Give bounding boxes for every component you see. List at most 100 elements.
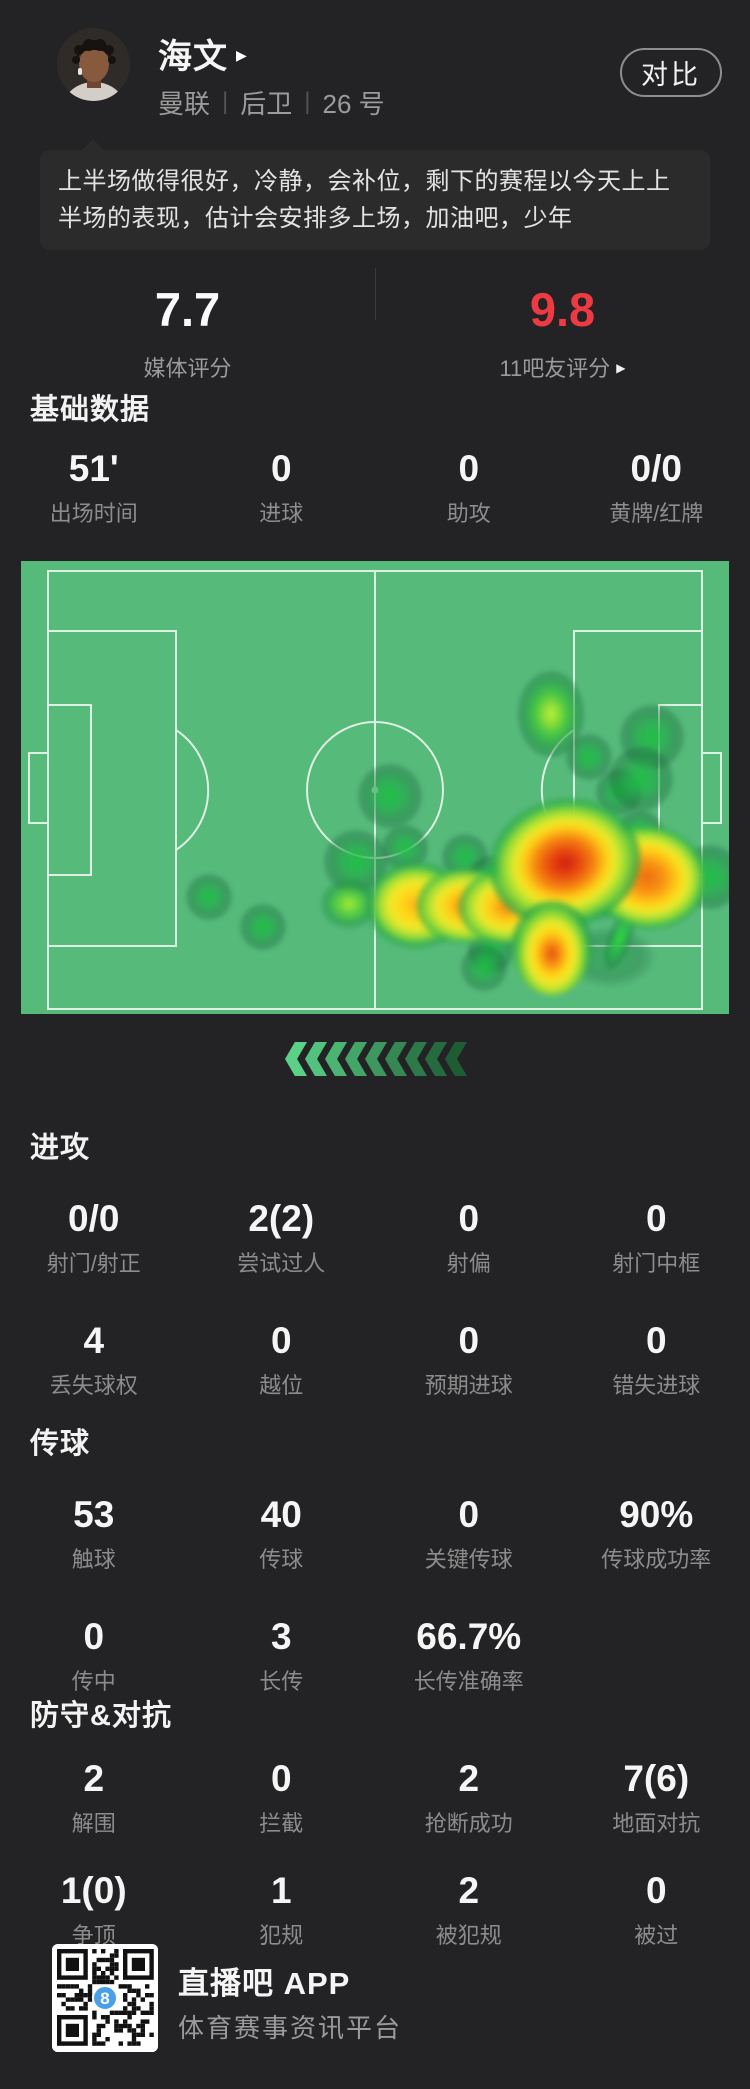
stat-传球: 40 传球 [188,1492,376,1575]
stat-错失进球: 0 错失进球 [563,1318,750,1401]
qr-code-image: 8 [52,1944,158,2052]
player-avatar [57,28,130,101]
stat-label: 射门中框 [612,1251,701,1276]
stat-value: 90% [619,1494,694,1535]
compare-button-label: 对比 [641,60,701,90]
stat-拦截: 0 拦截 [188,1756,376,1839]
coach-comment-text: 上半场做得很好，冷静，会补位，剩下的赛程以今天上上半场的表现，估计会安排多上场，… [58,168,671,232]
media-rating-label-text: 媒体评分 [143,356,232,381]
media-rating-label: 媒体评分 [0,351,375,383]
stat-尝试过人: 2(2) 尝试过人 [188,1196,376,1279]
attack-stats-row: 4 丢失球权 0 越位 0 预期进球 0 错失进球 [0,1318,750,1401]
compare-button[interactable]: 对比 [620,48,722,97]
stat-关键传球: 0 关键传球 [375,1492,563,1575]
stat-value: 2 [458,1758,480,1799]
stat-label: 射门/射正 [46,1251,141,1276]
qr-code: 8 [52,1944,158,2052]
attack-stats-row: 0/0 射门/射正 2(2) 尝试过人 0 射偏 0 射门中框 [0,1196,750,1279]
divider: | [304,87,311,115]
stat-label: 被过 [634,1923,679,1948]
pitch-markings [28,570,722,1010]
stat-value: 0 [458,1320,480,1361]
left-chevron-icon [385,1042,407,1076]
stat-解围: 2 解围 [0,1756,188,1839]
stat-label: 解围 [71,1811,116,1836]
stat-value: 0 [645,1198,667,1239]
left-chevron-icon [285,1042,307,1076]
stat-label: 传中 [71,1669,116,1694]
defense-stats-row: 2 解围 0 拦截 2 抢断成功 7(6) 地面对抗 [0,1756,750,1839]
stat-射门中框: 0 射门中框 [563,1196,750,1279]
attack-direction-arrows [285,1042,467,1076]
stat-label: 长传准确率 [413,1669,524,1694]
stat-label: 传球 [259,1547,304,1572]
stat-value: 0 [458,448,480,489]
stat-label: 射偏 [446,1251,491,1276]
left-chevron-icon [345,1042,367,1076]
stat-label: 拦截 [259,1811,304,1836]
stat-value: 0 [458,1494,480,1535]
stat-传中: 0 传中 [0,1614,188,1697]
left-chevron-icon [425,1042,447,1076]
stat-助攻: 0 助攻 [375,446,563,529]
chevron-right-icon: ▶ [616,361,626,375]
stat-犯规: 1 犯规 [188,1868,376,1951]
left-chevron-icon [405,1042,427,1076]
media-rating-value: 7.7 [154,283,221,336]
stat-value: 0 [83,1616,105,1657]
stat-label: 越位 [259,1373,304,1398]
svg-text:8: 8 [100,1989,109,2008]
stat-预期进球: 0 预期进球 [375,1318,563,1401]
player-meta: 曼联 | 后卫 | 26 号 [158,84,385,121]
footer-app-name: 直播吧 APP [178,1966,351,2001]
stat-value: 0/0 [68,1198,120,1239]
stat-value: 0 [645,1320,667,1361]
stat-value: 0 [270,448,292,489]
defense-stats-row: 1(0) 争顶 1 犯规 2 被犯规 0 被过 [0,1868,750,1951]
stat-label: 犯规 [259,1923,304,1948]
left-chevron-icon [305,1042,327,1076]
stat-value: 66.7% [416,1616,522,1657]
stat-传球成功率: 90% 传球成功率 [563,1492,750,1575]
fan-rating[interactable]: 9.8 11吧友评分 ▶ [375,283,750,383]
stat-越位: 0 越位 [188,1318,376,1401]
stat-黄牌/红牌: 0/0 黄牌/红牌 [563,446,750,529]
player-name-row[interactable]: 海文 ▶ [158,30,247,76]
left-chevron-icon [445,1042,467,1076]
stat-争顶: 1(0) 争顶 [0,1868,188,1951]
stat-被过: 0 被过 [563,1868,750,1951]
section-title-passing: 传球 [30,1428,91,1460]
stat-value: 0 [458,1198,480,1239]
stat-label: 错失进球 [612,1373,701,1398]
player-number: 26 号 [322,89,385,119]
player-name: 海文 [158,37,228,76]
basic-stats-row: 51' 出场时间 0 进球 0 助攻 0/0 黄牌/红牌 [0,446,750,529]
footer-tagline: 体育赛事资讯平台 [178,2013,403,2043]
left-chevron-icon [325,1042,347,1076]
stat-label: 被犯规 [435,1923,502,1948]
player-position: 后卫 [240,89,293,119]
stat-label: 长传 [259,1669,304,1694]
stat-label: 抢断成功 [424,1811,513,1836]
stat-射偏: 0 射偏 [375,1196,563,1279]
divider: | [222,87,229,115]
fan-rating-label: 11吧友评分 ▶ [375,351,750,383]
passing-stats-row: 0 传中 3 长传 66.7% 长传准确率 [0,1614,750,1697]
stat-label: 丢失球权 [49,1373,138,1398]
media-rating: 7.7 媒体评分 [0,283,375,383]
stat-label: 地面对抗 [612,1811,701,1836]
stat-label: 争顶 [71,1923,116,1948]
stat-value: 0 [270,1320,292,1361]
stat-value: 0 [645,1870,667,1911]
stat-value: 2 [83,1758,105,1799]
stat-value: 7(6) [623,1758,690,1799]
ratings-row: 7.7 媒体评分 9.8 11吧友评分 ▶ [0,283,750,383]
player-photo [57,28,130,101]
stat-value: 53 [73,1494,115,1535]
stat-被犯规: 2 被犯规 [375,1868,563,1951]
stat-label: 关键传球 [424,1547,513,1572]
stat-value: 4 [83,1320,105,1361]
stat-value: 1 [270,1870,292,1911]
stat-丢失球权: 4 丢失球权 [0,1318,188,1401]
